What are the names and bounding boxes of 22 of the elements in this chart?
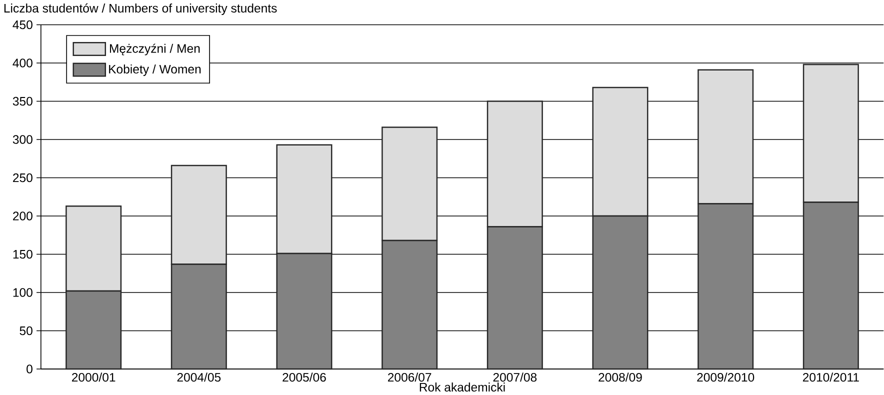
y-tick-label: 450 <box>12 20 32 30</box>
x-tick-label: 2006/07 <box>388 372 432 382</box>
y-tick-label: 50 <box>20 326 32 336</box>
y-tick-label: 300 <box>12 135 32 144</box>
y-tick-label: 0 <box>26 364 32 374</box>
x-tick-label: 2010/2011 <box>802 372 859 382</box>
y-tick-label: 100 <box>13 288 32 297</box>
x-tick-label: 2007/08 <box>493 372 537 382</box>
legend-label: Mężczyźni / Men <box>110 44 200 56</box>
legend-label: Kobiety / Women <box>109 64 201 76</box>
x-tick-label: 2005/06 <box>282 372 326 382</box>
x-tick-label: 2009/2010 <box>697 372 754 382</box>
chart-title: Liczba studentów / Numbers of university students <box>4 3 277 16</box>
y-tick-label: 250 <box>13 173 32 182</box>
y-tick-label: 400 <box>12 58 32 68</box>
x-tick-label: 2000/01 <box>72 372 116 382</box>
y-tick-label: 150 <box>13 250 32 259</box>
x-tick-label: 2008/09 <box>598 372 642 382</box>
x-tick-label: 2004/05 <box>177 372 221 382</box>
x-axis-title: Rok akademicki <box>420 382 505 392</box>
y-tick-label: 350 <box>12 96 32 106</box>
y-tick-label: 200 <box>13 212 32 220</box>
